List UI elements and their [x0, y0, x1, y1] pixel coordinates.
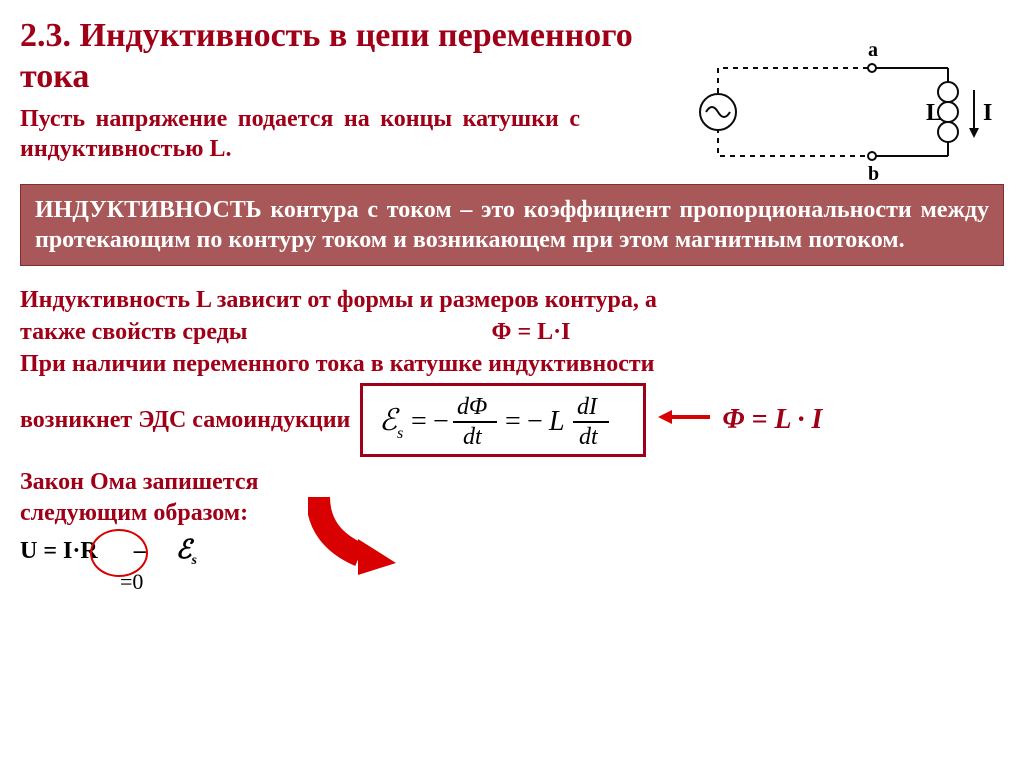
body-line-4: возникнет ЭДС самоиндукции: [20, 404, 350, 436]
current-label: I: [983, 100, 992, 126]
formula-phi-inline: Φ = L·I: [492, 319, 571, 346]
ohm-eq-main: U = I·R: [20, 538, 98, 564]
big-down-arrow-icon: [308, 487, 418, 592]
side-formula-phi: Φ = L · I: [722, 404, 822, 436]
body-block: Индуктивность L зависит от формы и разме…: [20, 284, 1004, 596]
node-b-label: b: [868, 163, 879, 182]
emf-formula-box: ℰ s = − dΦ dt = − L dI dt: [360, 383, 646, 457]
svg-text:−: −: [527, 406, 543, 437]
ohm-eq-zero: =0: [120, 569, 258, 595]
svg-text:L: L: [548, 406, 565, 437]
body-line-2a: также свойств среды: [20, 319, 248, 345]
ohm-equation: U = I·R – ℰs: [20, 535, 258, 569]
ohm-es: ℰs: [176, 535, 197, 564]
svg-text:=: =: [505, 406, 521, 437]
section-title: 2.3. Индуктивность в цепи переменного то…: [20, 16, 660, 98]
ohm-line-2: следующим образом:: [20, 498, 258, 529]
body-line-1: Индуктивность L зависит от формы и разме…: [20, 284, 1004, 316]
body-line-3: При наличии переменного тока в катушке и…: [20, 348, 1004, 380]
red-circle-annotation: [90, 529, 148, 577]
side-arrow-icon: [656, 402, 712, 437]
svg-text:dΦ: dΦ: [457, 394, 487, 420]
svg-text:−: −: [433, 406, 449, 437]
svg-text:=: =: [411, 406, 427, 437]
definition-box: ИНДУКТИВНОСТЬ контура с током – это коэф…: [20, 184, 1004, 266]
svg-text:dt: dt: [579, 424, 599, 450]
svg-text:dt: dt: [463, 424, 483, 450]
circuit-diagram: a b L I: [678, 42, 998, 182]
svg-text:dI: dI: [577, 394, 598, 420]
ohm-line-1: Закон Ома запишется: [20, 467, 258, 498]
svg-text:s: s: [397, 425, 403, 442]
node-a-label: a: [868, 42, 878, 61]
intro-paragraph: Пусть напряжение подается на концы катуш…: [20, 104, 580, 164]
